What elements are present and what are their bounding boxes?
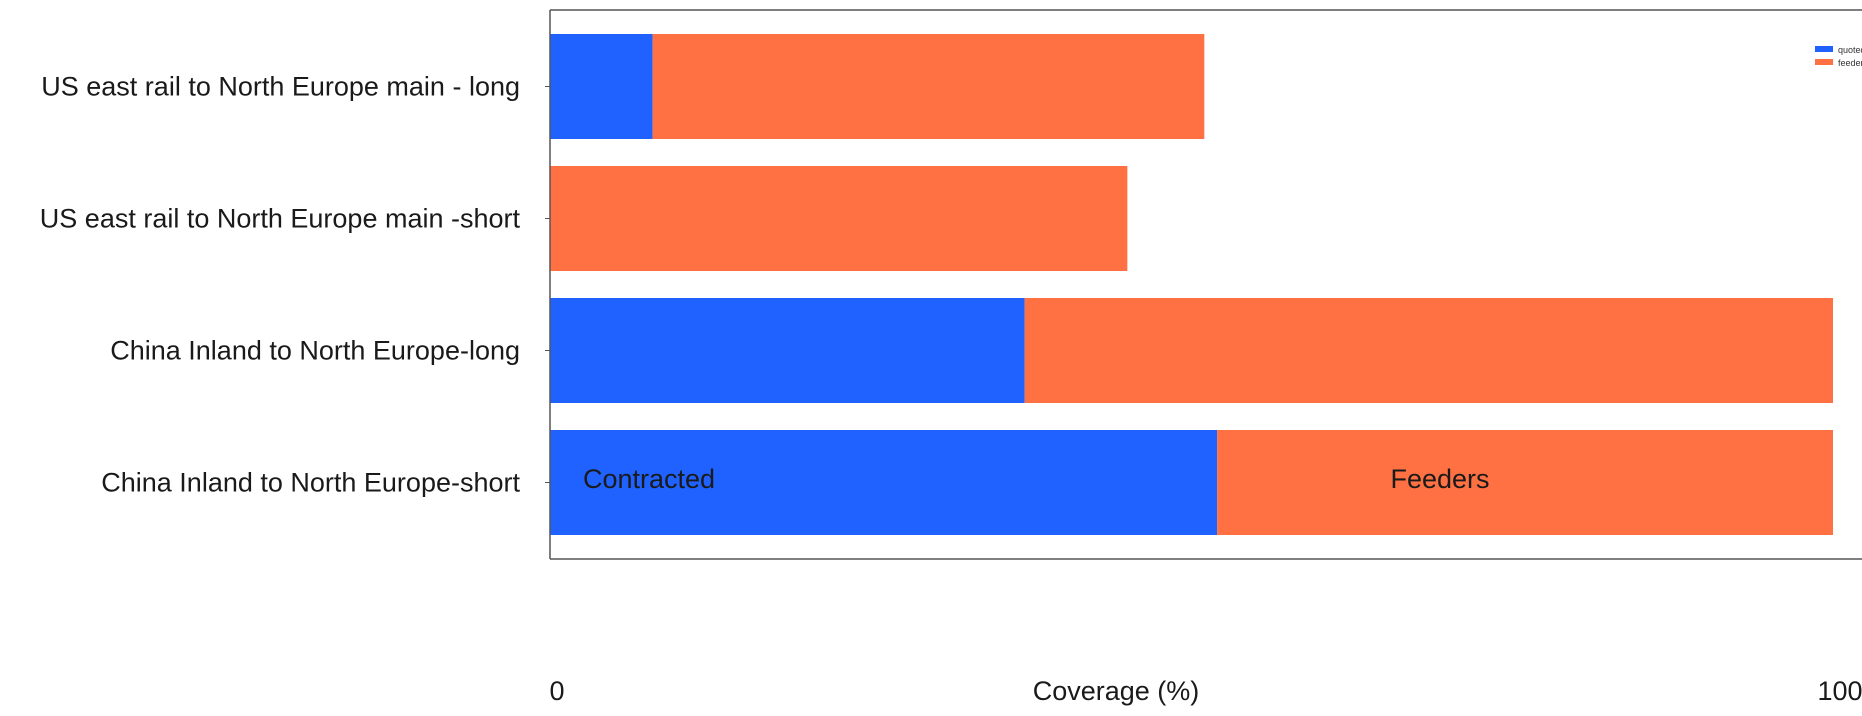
category-ticks-group [545, 86, 550, 483]
bar-feeder-4 [1217, 430, 1833, 535]
bar-quoted-3 [550, 298, 1025, 403]
category-label-4: China Inland to North Europe-short [101, 468, 520, 498]
legend-label-quoted: quoted [1838, 45, 1862, 55]
legend-swatch-quoted [1815, 46, 1833, 52]
x-tick-label-min: 0 [549, 676, 564, 706]
bar-feeder-2 [550, 166, 1128, 271]
bar-quoted-1 [550, 34, 653, 139]
bar-feeder-3 [1024, 298, 1833, 403]
annotation-contracted: Contracted [583, 464, 715, 494]
legend: quoted feeder [1815, 45, 1862, 68]
x-axis-title: Coverage (%) [1033, 676, 1200, 706]
category-label-2: US east rail to North Europe main -short [40, 204, 521, 234]
legend-swatch-feeder [1815, 59, 1833, 65]
category-labels-group: US east rail to North Europe main - long… [40, 72, 521, 498]
category-label-1: US east rail to North Europe main - long [41, 72, 520, 102]
legend-label-feeder: feeder [1838, 58, 1862, 68]
annotation-feeders: Feeders [1390, 464, 1489, 494]
x-tick-label-max: 100 [1817, 676, 1862, 706]
category-label-3: China Inland to North Europe-long [110, 336, 520, 366]
bar-quoted-4 [550, 430, 1218, 535]
bar-feeder-1 [652, 34, 1205, 139]
bars-group [550, 34, 1833, 535]
